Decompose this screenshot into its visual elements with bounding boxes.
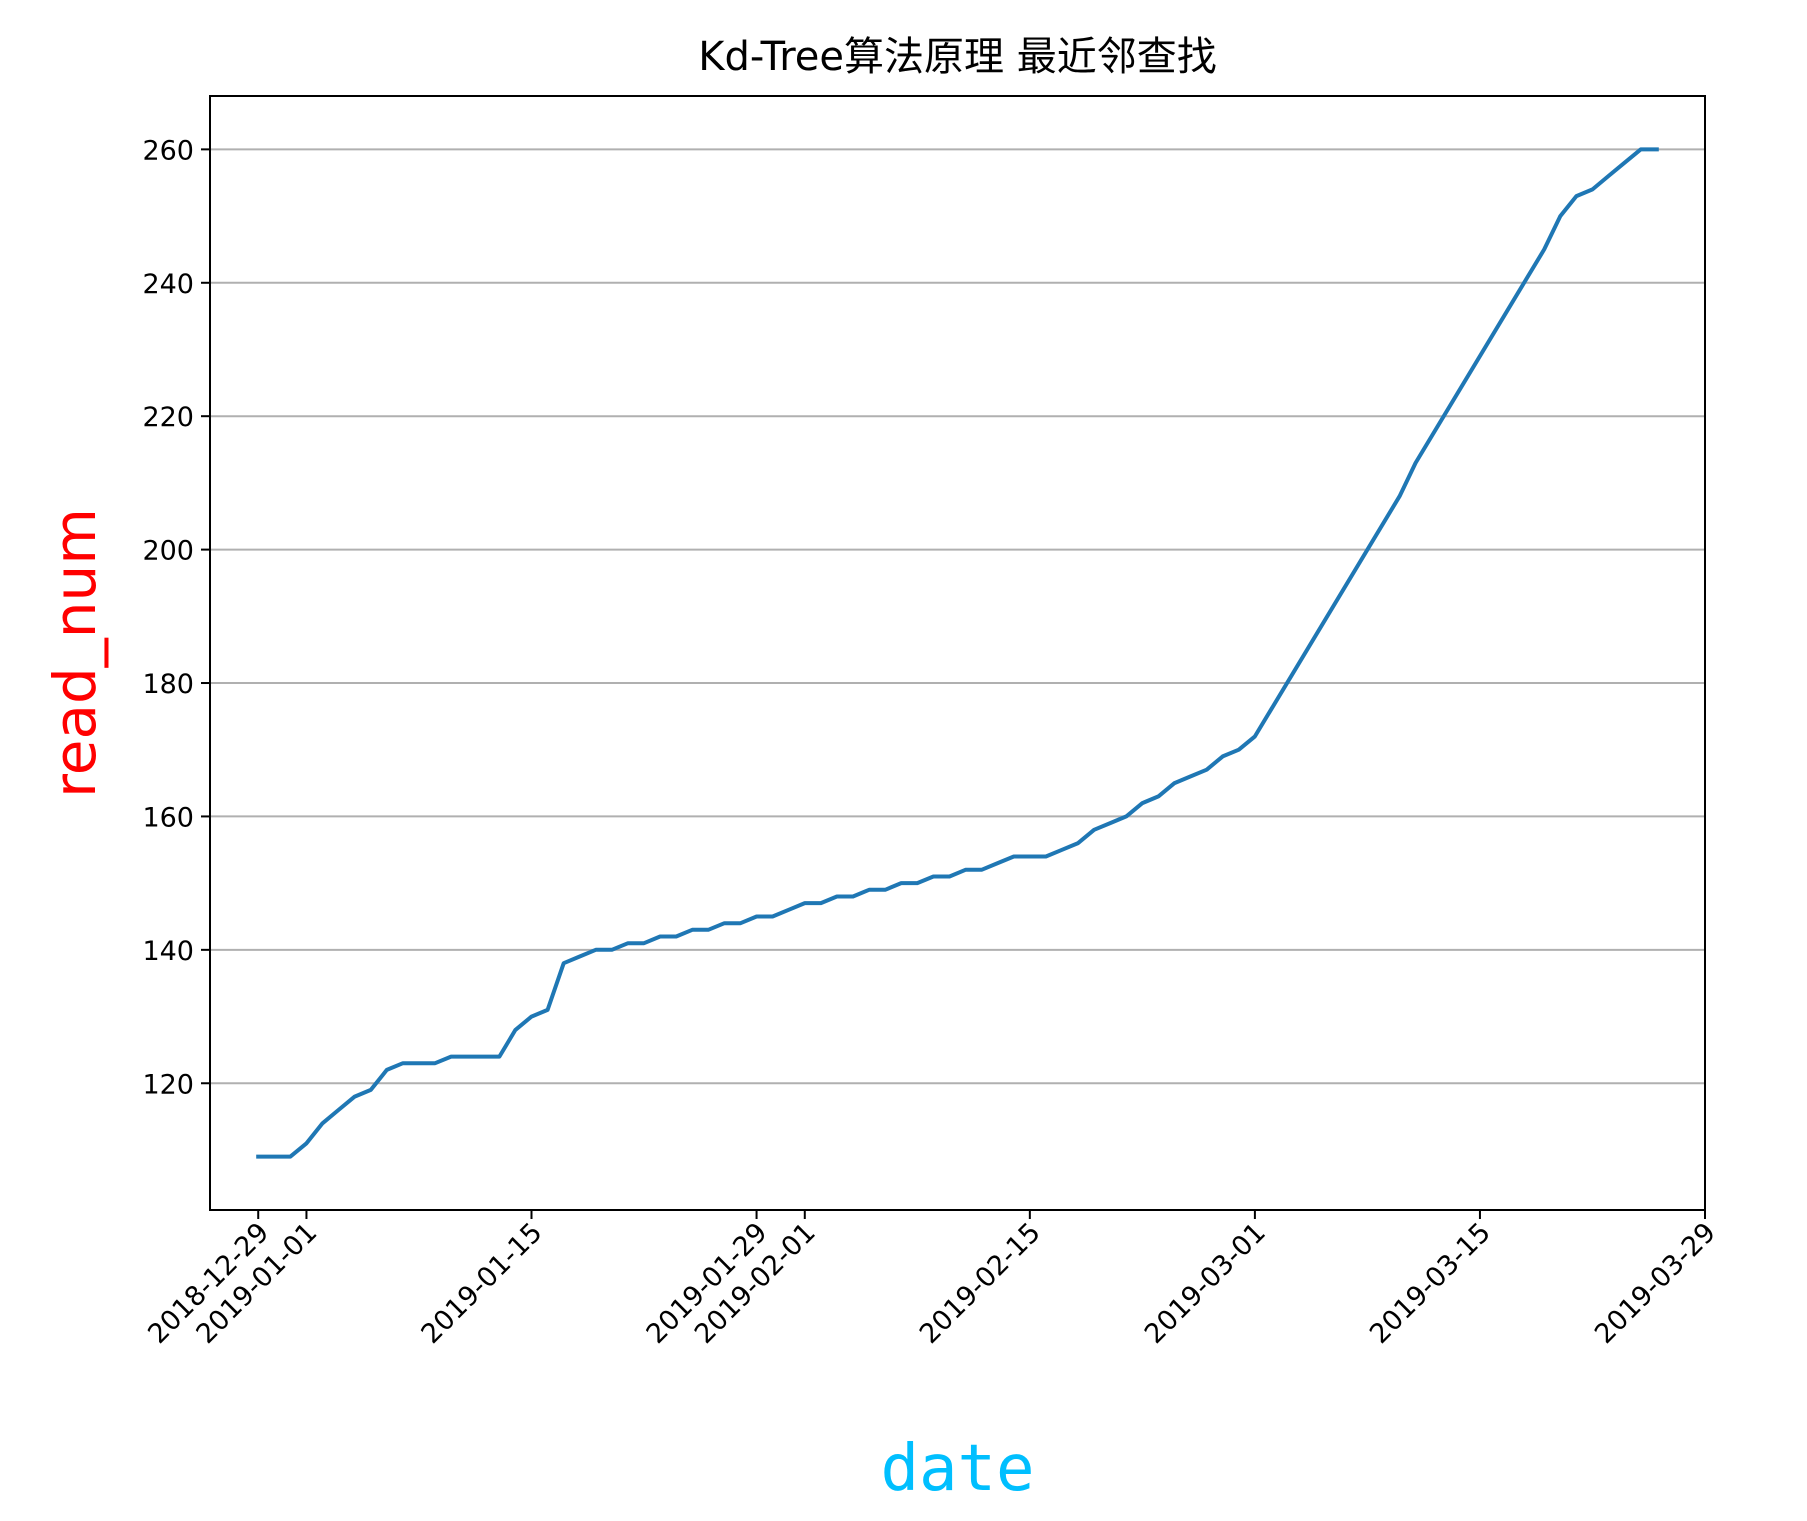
y-tick-label: 220 [142, 402, 194, 433]
x-tick-label: 2019-03-01 [1139, 1217, 1272, 1350]
series-line [256, 147, 1659, 1159]
x-axis-label: date [880, 1432, 1034, 1506]
x-tick-label: 2019-02-15 [914, 1217, 1047, 1350]
x-tick-label: 2019-03-29 [1589, 1217, 1722, 1350]
y-axis-label: read_num [41, 508, 109, 798]
y-axis: 120 140 160 180 200 220 240 260 [142, 135, 210, 1100]
y-tick-label: 240 [142, 269, 194, 300]
gridlines [210, 148, 1705, 1085]
chart-title: Kd-Tree算法原理 最近邻查找 [698, 34, 1216, 80]
x-tick-label: 2019-01-15 [416, 1217, 549, 1350]
y-tick-label: 140 [142, 936, 194, 967]
y-tick-label: 260 [142, 135, 194, 166]
y-tick-label: 160 [142, 802, 194, 833]
y-tick-label: 180 [142, 669, 194, 700]
plot-frame [209, 95, 1706, 1211]
y-tick-label: 200 [142, 536, 194, 567]
x-tick-label: 2019-03-15 [1364, 1217, 1497, 1350]
y-tick-label: 120 [142, 1069, 194, 1100]
series-layer [256, 147, 1659, 1159]
